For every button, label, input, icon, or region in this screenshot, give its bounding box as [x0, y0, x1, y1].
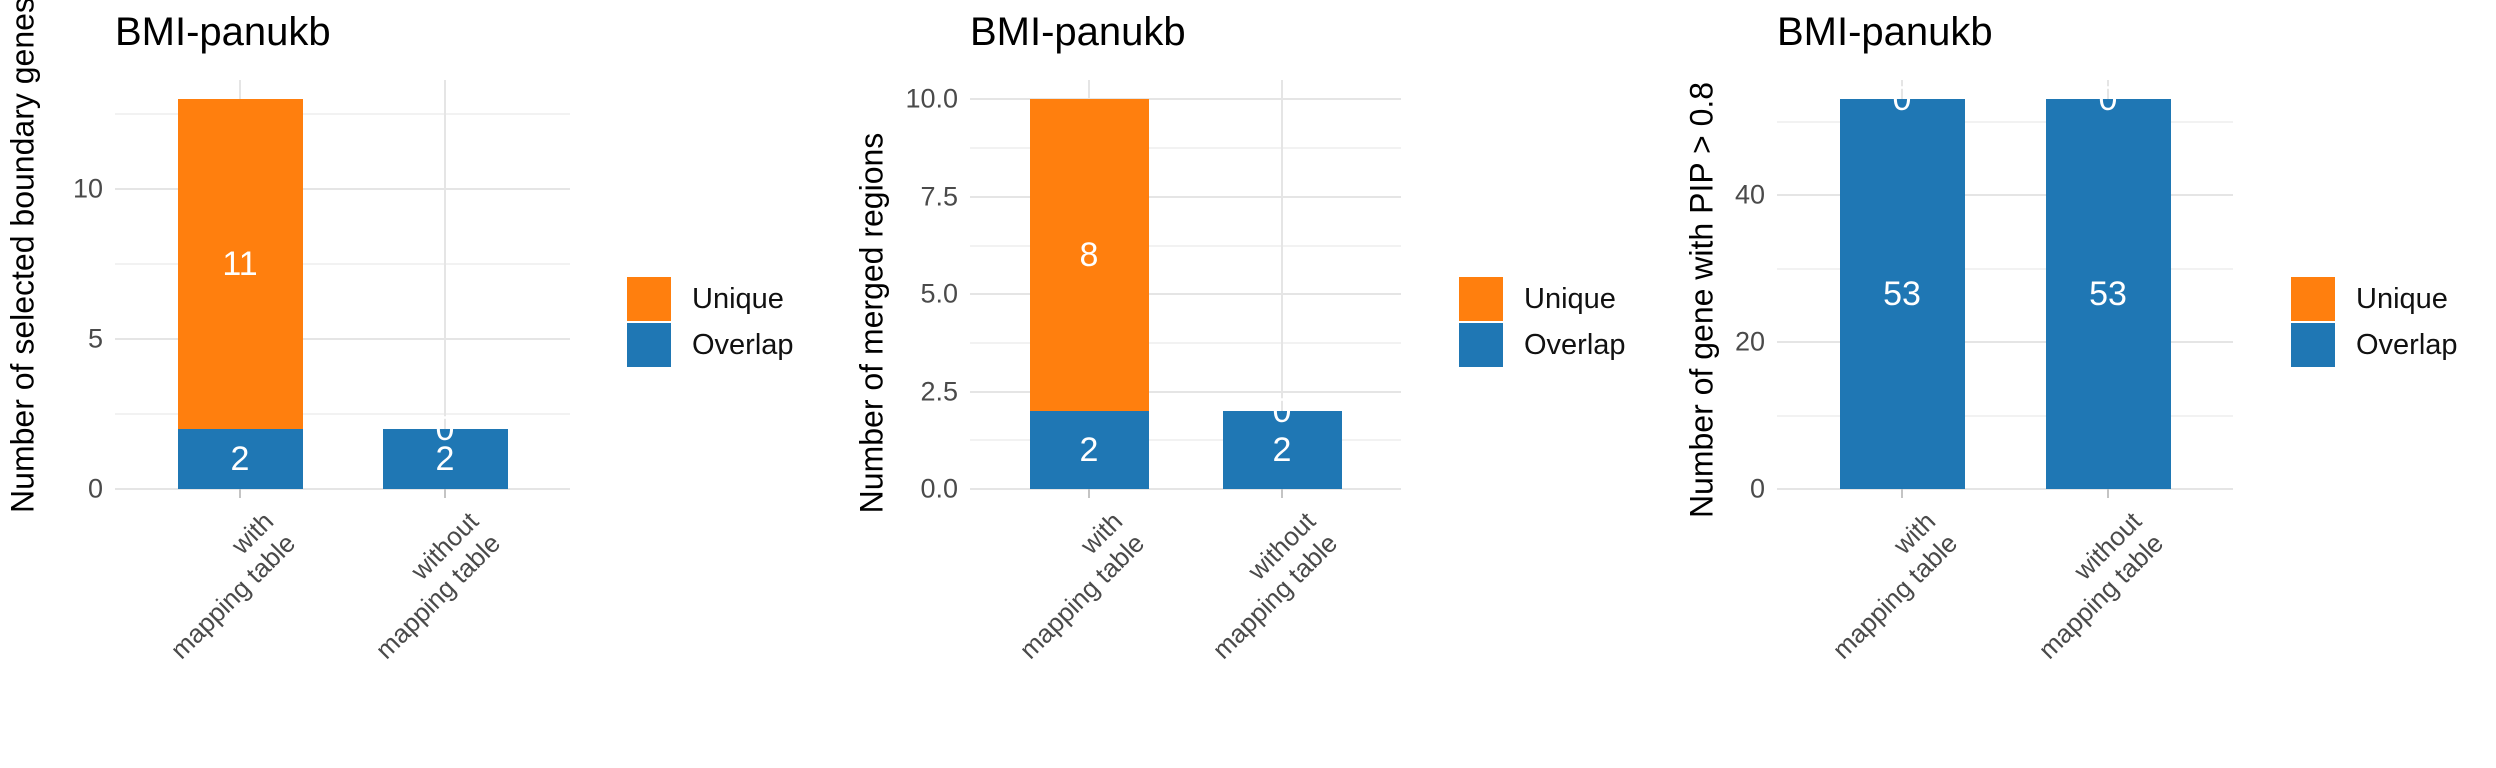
gridline-minor — [115, 113, 570, 115]
legend-swatch-unique — [2291, 277, 2335, 321]
y-axis-tick-label: 0.0 — [920, 473, 958, 504]
chart-panel-1: BMI-panukb Number of selected boundary ge… — [0, 0, 832, 768]
bar-segment-overlap — [1840, 99, 1965, 489]
legend-swatch-overlap — [2291, 323, 2335, 367]
x-axis-tick-label: with mapping table — [991, 506, 1150, 665]
bar-segment-overlap — [2046, 99, 2171, 489]
gridline-major — [970, 488, 1401, 490]
y-axis-title: Number of selected boundary genes — [4, 0, 41, 513]
gridline-major — [1777, 488, 2233, 490]
legend-swatch-overlap — [1459, 323, 1503, 367]
bar-value-label: 53 — [1883, 275, 1921, 313]
x-axis-tick-label: without mapping table — [2010, 506, 2169, 665]
gridline-major — [970, 293, 1401, 295]
x-axis-tick-mark — [1901, 489, 1903, 498]
gridline-minor — [1777, 268, 2233, 270]
bar-segment-overlap — [383, 429, 508, 489]
y-axis-tick-label: 10 — [72, 173, 103, 204]
bar-segment-overlap — [178, 429, 303, 489]
bar-value-label: 0 — [1892, 80, 1912, 118]
legend-label: Unique — [692, 282, 784, 315]
legend-swatch-unique — [627, 277, 671, 321]
x-axis-tick-label: with mapping table — [1804, 506, 1963, 665]
gridline-major — [1777, 341, 2233, 343]
x-axis-tick-label: without mapping table — [347, 506, 506, 665]
chart-title: BMI-panukb — [970, 10, 1186, 54]
chart-panel-3: BMI-panukb Number of gene with PIP > 0.8 5… — [1664, 0, 2496, 768]
gridline-major — [1777, 194, 2233, 196]
gridline-major — [115, 488, 570, 490]
y-axis-tick-label: 0 — [1749, 473, 1765, 504]
legend-label: Overlap — [2356, 328, 2458, 361]
gridline-major — [970, 391, 1401, 393]
gridline-minor — [115, 263, 570, 265]
bar-value-label: 2 — [230, 440, 250, 478]
chart-title: BMI-panukb — [115, 10, 331, 54]
legend-swatch-overlap — [627, 323, 671, 367]
bar-value-label: 2 — [435, 440, 455, 478]
bar-value-label: 11 — [222, 245, 258, 283]
legend-item-overlap: Overlap — [1459, 323, 1626, 367]
legend-label: Unique — [1524, 282, 1616, 315]
gridline-minor — [115, 413, 570, 415]
gridline-major — [970, 98, 1401, 100]
legend-label: Unique — [2356, 282, 2448, 315]
legend-item-unique: Unique — [1459, 277, 1616, 321]
x-axis-tick-mark — [1088, 489, 1090, 498]
y-axis-tick-label: 40 — [1734, 179, 1765, 210]
chart-panel-2: BMI-panukb Number of merged regions 2 8 2 0 0.… — [832, 0, 1664, 768]
legend-label: Overlap — [692, 328, 794, 361]
x-axis-tick-label: with mapping table — [142, 506, 301, 665]
gridline-minor — [1777, 121, 2233, 123]
bar-value-label: 8 — [1079, 236, 1099, 274]
gridline-major — [970, 196, 1401, 198]
bar-segment-overlap — [1223, 411, 1342, 489]
legend-swatch-unique — [1459, 277, 1503, 321]
bar-segment-unique — [178, 99, 303, 429]
legend-item-overlap: Overlap — [627, 323, 794, 367]
chart-title: BMI-panukb — [1777, 10, 1993, 54]
legend-item-unique: Unique — [2291, 277, 2448, 321]
y-axis-tick-label: 5.0 — [920, 278, 958, 309]
bar-value-label: 2 — [1079, 431, 1099, 469]
gridline-vertical — [1281, 80, 1283, 489]
y-axis-tick-label: 10.0 — [905, 83, 958, 114]
y-axis-tick-label: 0 — [87, 473, 103, 504]
legend-item-overlap: Overlap — [2291, 323, 2458, 367]
legend-label: Overlap — [1524, 328, 1626, 361]
bar-value-label: 53 — [2089, 275, 2127, 313]
gridline-minor — [970, 439, 1401, 441]
y-axis-tick-label: 2.5 — [920, 376, 958, 407]
y-axis-tick-label: 5 — [87, 323, 103, 354]
plot-area: 2 11 2 0 — [115, 80, 570, 490]
legend-item-unique: Unique — [627, 277, 784, 321]
y-axis-tick-label: 20 — [1734, 326, 1765, 357]
bar-segment-unique — [1030, 99, 1149, 411]
x-axis-tick-label: without mapping table — [1184, 506, 1343, 665]
gridline-minor — [970, 147, 1401, 149]
gridline-minor — [970, 245, 1401, 247]
gridline-minor — [970, 342, 1401, 344]
x-axis-tick-mark — [1281, 489, 1283, 498]
bar-value-label: 2 — [1272, 431, 1292, 469]
gridline-major — [115, 188, 570, 190]
bar-value-label: 0 — [2098, 80, 2118, 118]
gridline-minor — [1777, 415, 2233, 417]
bar-value-label: 0 — [1272, 392, 1292, 430]
x-axis-tick-mark — [2107, 489, 2109, 498]
gridline-vertical — [444, 80, 446, 489]
y-axis-title: Number of gene with PIP > 0.8 — [1683, 81, 1720, 519]
bar-value-label: 0 — [435, 410, 455, 448]
plot-area: 53 0 53 0 — [1777, 80, 2233, 490]
x-axis-tick-mark — [239, 489, 241, 498]
bar-segment-overlap — [1030, 411, 1149, 489]
gridline-major — [115, 338, 570, 340]
x-axis-tick-mark — [444, 489, 446, 498]
y-axis-tick-label: 7.5 — [920, 181, 958, 212]
